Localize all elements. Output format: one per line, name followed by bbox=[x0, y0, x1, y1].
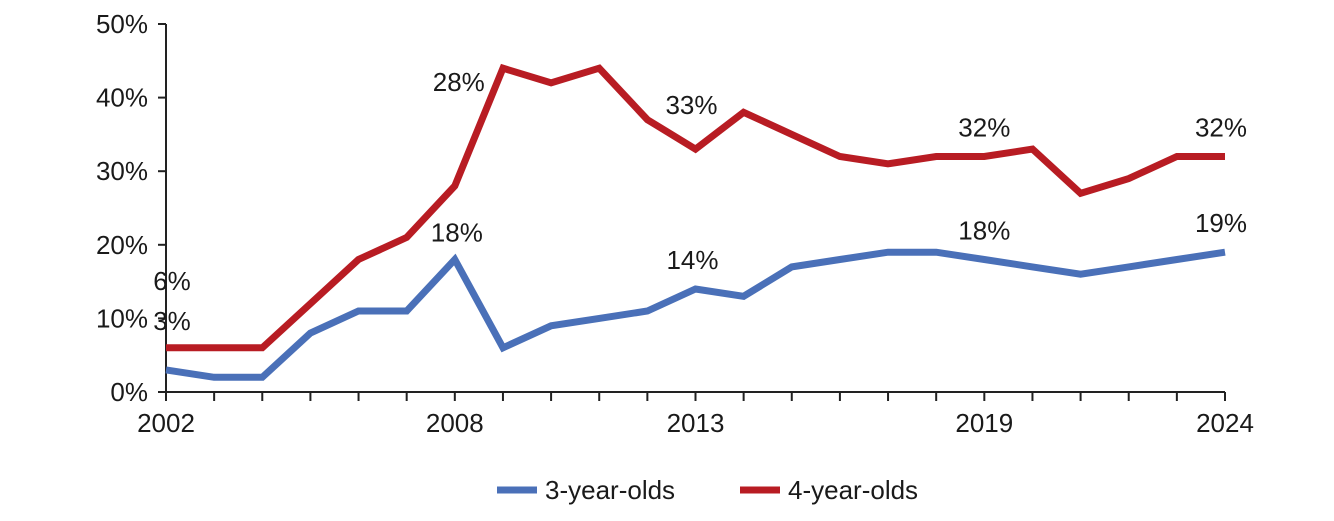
y-tick-label: 30% bbox=[96, 156, 148, 186]
data-label: 19% bbox=[1195, 208, 1247, 238]
legend-label: 3-year-olds bbox=[545, 475, 675, 505]
data-label: 18% bbox=[431, 218, 483, 248]
data-label: 33% bbox=[665, 90, 717, 120]
data-label: 32% bbox=[958, 112, 1010, 142]
data-label: 6% bbox=[153, 266, 191, 296]
y-tick-label: 20% bbox=[96, 230, 148, 260]
data-label: 3% bbox=[153, 306, 191, 336]
x-tick-label: 2013 bbox=[667, 408, 725, 438]
x-tick-label: 2019 bbox=[955, 408, 1013, 438]
x-tick-label: 2002 bbox=[137, 408, 195, 438]
x-tick-label: 2024 bbox=[1196, 408, 1254, 438]
y-tick-label: 50% bbox=[96, 9, 148, 39]
y-axis-ticks: 0% 10% 20% 30% 40% 50% bbox=[96, 9, 166, 407]
chart-axes bbox=[165, 24, 1225, 393]
data-label: 32% bbox=[1195, 112, 1247, 142]
x-axis-ticks: 2002 2008 2013 2019 2024 bbox=[137, 392, 1254, 438]
series-line-four-year-olds bbox=[166, 63, 1225, 352]
y-tick-label: 0% bbox=[110, 377, 148, 407]
y-tick-label: 10% bbox=[96, 303, 148, 333]
data-label: 28% bbox=[433, 67, 485, 97]
data-label: 18% bbox=[958, 216, 1010, 246]
data-label: 14% bbox=[666, 245, 718, 275]
y-tick-label: 40% bbox=[96, 83, 148, 113]
series-lines bbox=[165, 63, 1226, 381]
legend: 3-year-olds 4-year-olds bbox=[497, 475, 918, 505]
data-labels: 3% 18% 14% 18% 19% 6% 28% 33% 32% 32% bbox=[153, 67, 1247, 336]
x-tick-label: 2008 bbox=[426, 408, 484, 438]
legend-label: 4-year-olds bbox=[788, 475, 918, 505]
series-line-three-year-olds bbox=[165, 248, 1226, 381]
